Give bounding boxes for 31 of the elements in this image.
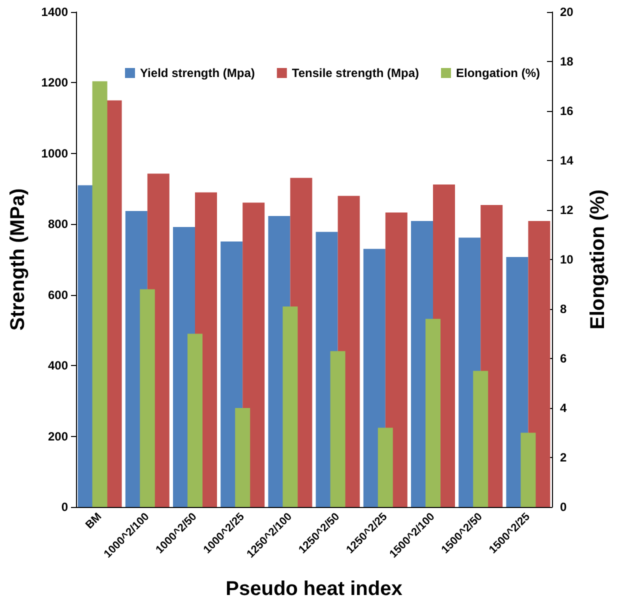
y-tick-label: 400 — [48, 358, 68, 373]
y2-tick-label: 20 — [560, 5, 574, 19]
y2-tick-label: 6 — [560, 352, 567, 366]
y2-axis-title: Elongation (%) — [587, 190, 609, 330]
y-axis-title: Strength (MPa) — [7, 188, 29, 331]
y-tick-label: 200 — [48, 429, 68, 444]
y2-tick-label: 16 — [560, 104, 574, 118]
y-tick-label: 600 — [48, 288, 68, 302]
legend-label: Elongation (%) — [456, 66, 540, 80]
x-tick-label: BM — [83, 510, 104, 532]
x-axis-title: Pseudo heat index — [226, 578, 402, 600]
legend-label: Tensile strength (Mpa) — [292, 66, 420, 80]
y2-tick-label: 4 — [560, 401, 567, 415]
y2-tick-label: 2 — [560, 450, 567, 464]
bar — [363, 248, 386, 507]
y2-tick-label: 10 — [560, 252, 574, 266]
y-tick-label: 0 — [61, 500, 68, 514]
bar — [520, 432, 536, 507]
y2-tick-label: 18 — [560, 54, 574, 68]
y-tick-label: 1200 — [41, 76, 68, 90]
bar — [528, 220, 550, 507]
y2-tick-label: 12 — [560, 203, 574, 217]
y-tick-label: 800 — [48, 217, 68, 232]
legend-label: Yield strength (Mpa) — [140, 66, 255, 80]
y-tick-label: 1000 — [41, 146, 68, 160]
y2-tick-label: 0 — [560, 500, 567, 514]
y2-tick-label: 14 — [560, 154, 574, 168]
y-tick-label: 1400 — [41, 5, 68, 19]
y2-tick-label: 8 — [560, 302, 567, 316]
bar — [378, 428, 393, 507]
bar — [385, 212, 408, 507]
